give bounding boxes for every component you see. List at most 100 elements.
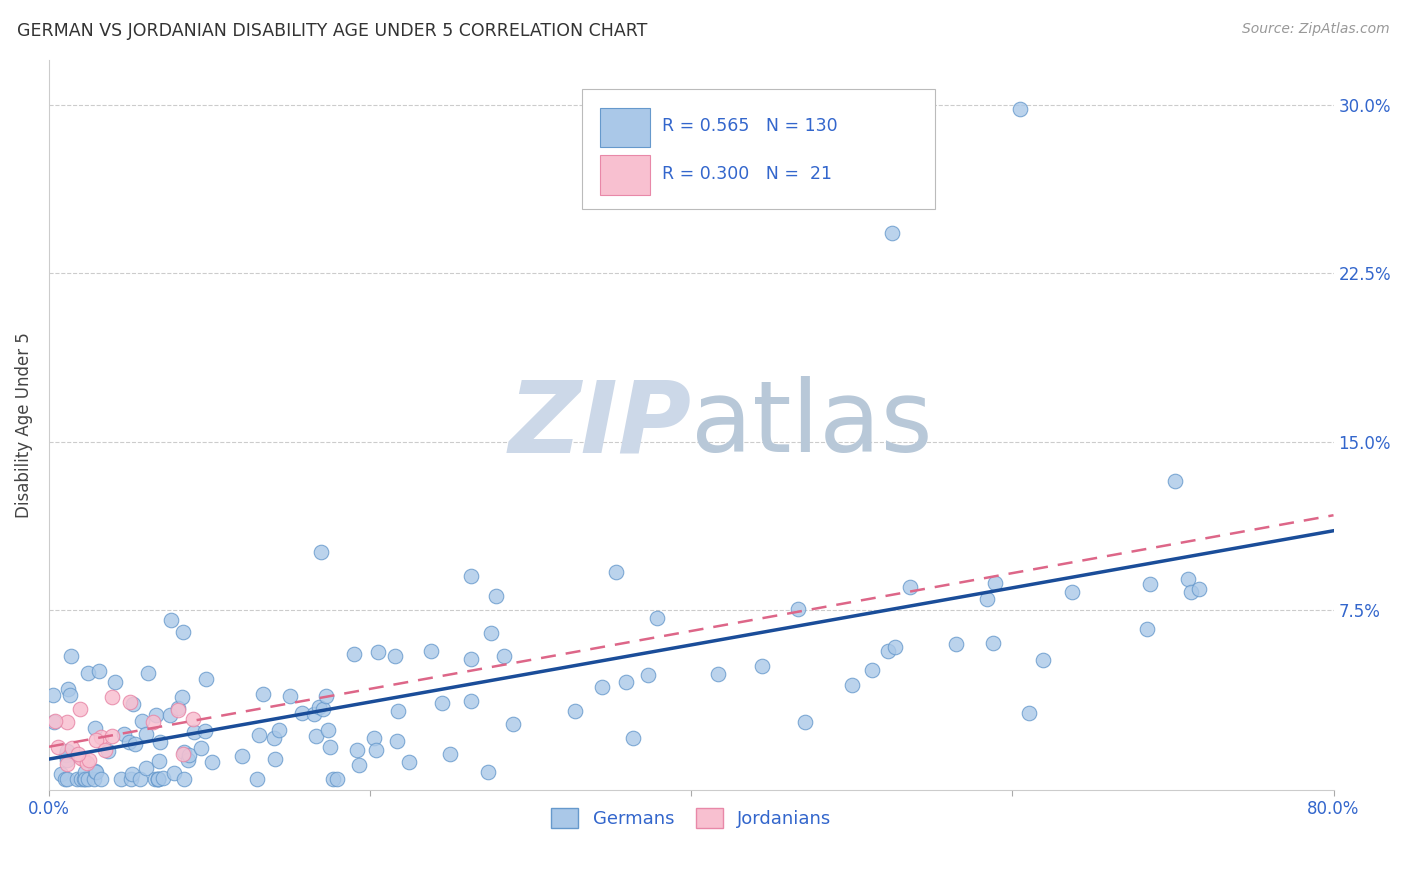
Point: [981, 636, 1004, 650]
Point: [190, 741, 212, 756]
Point: [67, 747, 90, 762]
Point: [173, 772, 195, 786]
Point: [172, 624, 194, 639]
Point: [492, 649, 515, 664]
Point: [41, 688, 63, 702]
Point: [278, 689, 301, 703]
Point: [787, 601, 810, 615]
Point: [149, 735, 172, 749]
Point: [44, 714, 66, 728]
Point: [325, 772, 347, 786]
Point: [945, 637, 967, 651]
Point: [159, 708, 181, 723]
Point: [1062, 585, 1084, 599]
Point: [76, 756, 98, 770]
Point: [267, 723, 290, 738]
Point: [302, 707, 325, 722]
Point: [143, 772, 166, 786]
Point: [315, 690, 337, 704]
Point: [1180, 585, 1202, 599]
Point: [309, 544, 332, 558]
Point: [1032, 653, 1054, 667]
Point: [112, 727, 135, 741]
Point: [385, 733, 408, 747]
Point: [160, 613, 183, 627]
Point: [124, 738, 146, 752]
Point: [101, 690, 124, 705]
Point: [145, 708, 167, 723]
Point: [363, 731, 385, 746]
Point: [59, 648, 82, 663]
Point: [73, 772, 96, 786]
Text: Source: ZipAtlas.com: Source: ZipAtlas.com: [1241, 22, 1389, 37]
Point: [70, 772, 93, 786]
Point: [51, 766, 73, 780]
Point: [860, 663, 883, 677]
Point: [614, 675, 637, 690]
Point: [83, 772, 105, 786]
Point: [263, 752, 285, 766]
Point: [120, 772, 142, 786]
Point: [621, 731, 644, 745]
Point: [167, 701, 190, 715]
Point: [65, 772, 87, 786]
Point: [77, 665, 100, 680]
Point: [346, 743, 368, 757]
Point: [231, 749, 253, 764]
Point: [291, 706, 314, 721]
Point: [69, 702, 91, 716]
Point: [101, 729, 124, 743]
Point: [384, 648, 406, 663]
Point: [460, 694, 482, 708]
Point: [439, 747, 461, 761]
Point: [56, 681, 79, 696]
Point: [44, 715, 66, 730]
Point: [316, 723, 339, 737]
Point: [56, 772, 79, 786]
Point: [201, 755, 224, 769]
Point: [56, 744, 79, 758]
Point: [104, 674, 127, 689]
Point: [460, 652, 482, 666]
Point: [841, 678, 863, 692]
Point: [706, 666, 728, 681]
Point: [387, 704, 409, 718]
Point: [883, 640, 905, 655]
Point: [460, 569, 482, 583]
Point: [135, 727, 157, 741]
Point: [60, 740, 83, 755]
Point: [247, 728, 270, 742]
Point: [751, 658, 773, 673]
Point: [637, 667, 659, 681]
Point: [136, 666, 159, 681]
Point: [59, 688, 82, 702]
Point: [90, 772, 112, 786]
Point: [53, 772, 76, 786]
Point: [122, 698, 145, 712]
Point: [976, 592, 998, 607]
Point: [56, 714, 79, 729]
Point: [1136, 622, 1159, 636]
Point: [183, 725, 205, 739]
Point: [322, 772, 344, 786]
Point: [312, 702, 335, 716]
Text: R = 0.300   N =  21: R = 0.300 N = 21: [662, 164, 832, 183]
Point: [794, 715, 817, 730]
Point: [90, 730, 112, 744]
Point: [72, 751, 94, 765]
Point: [479, 625, 502, 640]
Point: [97, 744, 120, 758]
Point: [319, 739, 342, 754]
Point: [89, 665, 111, 679]
Point: [564, 704, 586, 718]
Point: [1163, 475, 1185, 489]
Point: [984, 576, 1007, 591]
Point: [166, 703, 188, 717]
Point: [118, 735, 141, 749]
Point: [367, 645, 389, 659]
FancyBboxPatch shape: [582, 89, 935, 210]
Point: [118, 695, 141, 709]
Point: [79, 753, 101, 767]
Point: [142, 715, 165, 730]
Point: [898, 581, 921, 595]
